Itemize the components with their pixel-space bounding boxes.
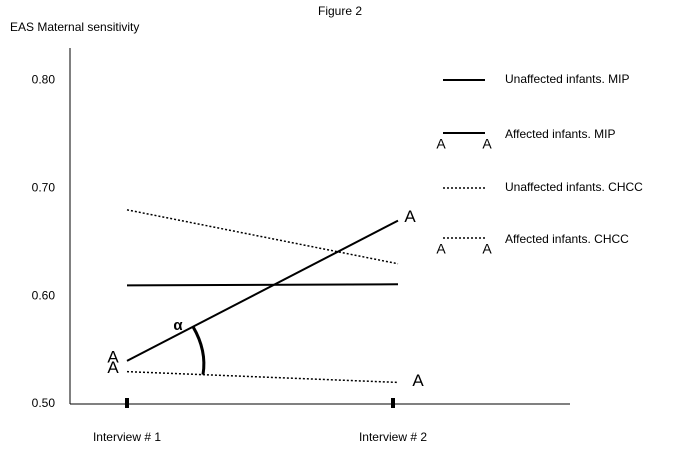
point-marker: A — [404, 207, 416, 226]
chart-title: Figure 2 — [318, 4, 362, 18]
legend-marker: A — [436, 136, 446, 152]
series-line — [126, 370, 399, 384]
series-line — [126, 219, 399, 362]
angle-arc — [191, 325, 206, 375]
legend-marker: A — [482, 136, 492, 152]
series-line — [126, 209, 399, 265]
y-tick-label: 0.70 — [32, 180, 56, 194]
legend-label: Affected infants. MIP — [505, 127, 616, 141]
y-axis-label: EAS Maternal sensitivity — [10, 20, 139, 34]
series-line — [126, 283, 399, 287]
x-tick-mark — [125, 398, 129, 408]
legend-label: Unaffected infants. CHCC — [505, 180, 643, 194]
y-tick-label: 0.60 — [32, 288, 56, 302]
y-tick-label: 0.50 — [32, 396, 56, 410]
legend-marker: A — [436, 241, 446, 257]
legend-label: Unaffected infants. MIP — [505, 72, 630, 86]
point-marker: A — [107, 347, 119, 366]
x-tick-label: Interview # 1 — [93, 430, 161, 444]
x-tick-label: Interview # 2 — [359, 430, 427, 444]
point-marker: A — [107, 358, 119, 377]
annotation: α — [173, 317, 183, 334]
legend-label: Affected infants. CHCC — [505, 232, 629, 246]
point-marker: A — [412, 371, 424, 390]
y-tick-label: 0.80 — [32, 73, 56, 87]
legend-marker: A — [482, 241, 492, 257]
x-tick-mark — [391, 398, 395, 408]
